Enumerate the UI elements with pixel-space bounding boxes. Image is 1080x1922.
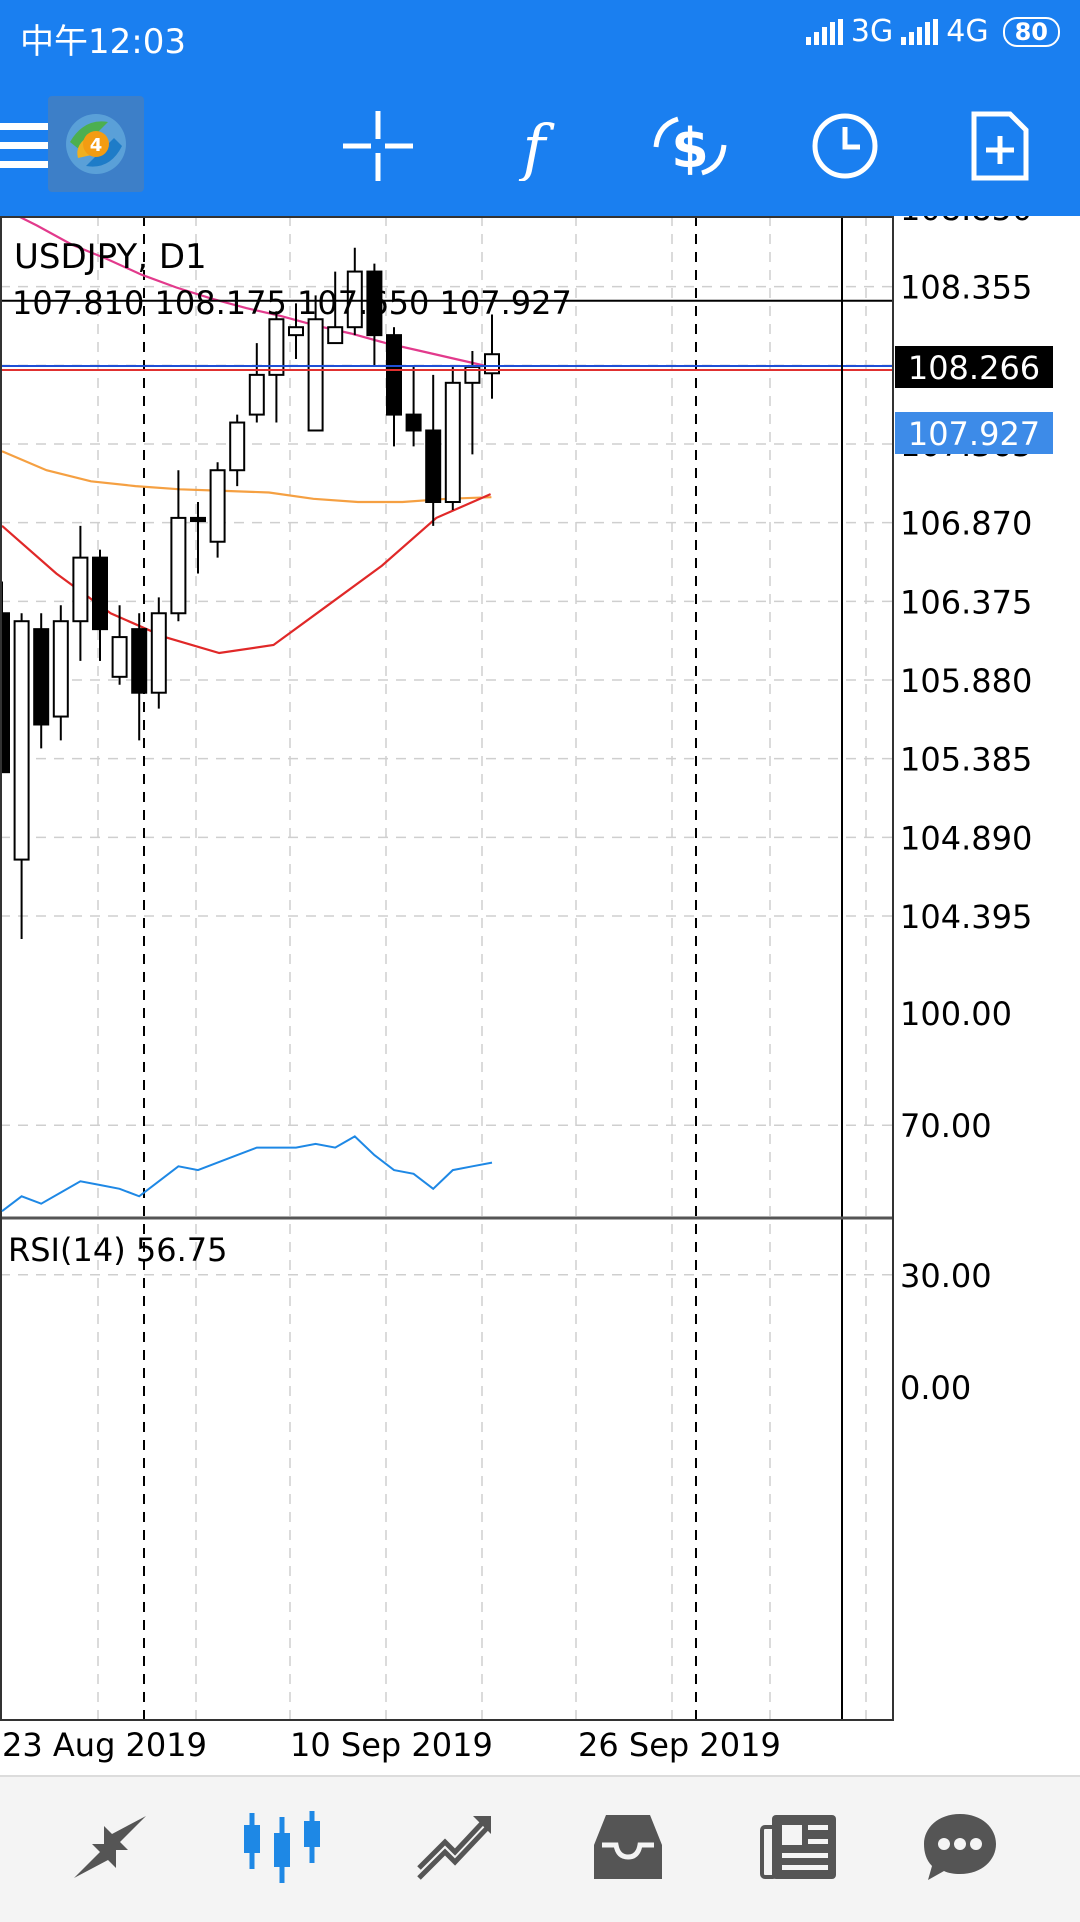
rsi-line: [1, 1135, 493, 1212]
price-tick-label: 106.375: [900, 583, 1032, 621]
candle-up: [307, 318, 324, 432]
bid-price-badge: [895, 412, 1053, 454]
date-label: 26 Sep 2019: [578, 1726, 781, 1764]
price-tick-label: 108.850: [900, 216, 1032, 228]
rsi-tick-label: 100.00: [900, 995, 1012, 1033]
candle-up: [346, 270, 363, 329]
price-tick-label: 105.385: [900, 741, 1032, 779]
candle-up: [288, 326, 304, 337]
rsi-label: RSI(14) 56.75: [8, 1231, 227, 1269]
candle-up: [268, 318, 285, 376]
svg-text:f: f: [519, 111, 556, 181]
price-tick-label: 108.355: [900, 269, 1032, 307]
crosshair-price-badge: [895, 346, 1053, 388]
candle-up: [170, 516, 187, 615]
chart-grid: [0, 216, 893, 1721]
crosshair-price: 108.266: [908, 349, 1040, 387]
trade-icon[interactable]: $: [640, 96, 740, 196]
price-axis: 108.850108.355107.860107.365106.870106.3…: [900, 216, 1032, 936]
candle-up: [150, 612, 167, 694]
toolbar: 4 f $: [0, 76, 1080, 216]
crosshair-icon[interactable]: [328, 96, 428, 196]
ma-pink-line: [15, 216, 491, 368]
candle-up: [52, 620, 69, 718]
rsi-tick-label: 0.00: [900, 1369, 971, 1407]
news-icon[interactable]: [745, 1797, 855, 1897]
svg-text:4: 4: [90, 135, 103, 156]
messages-icon[interactable]: [905, 1797, 1015, 1897]
candle-up: [209, 469, 226, 543]
candle-down: [190, 516, 206, 523]
date-label: 10 Sep 2019: [290, 1726, 493, 1764]
svg-text:$: $: [671, 117, 709, 180]
candle-up: [248, 373, 265, 416]
ohlc-label: 107.810 108.175 107.650 107.927: [12, 284, 572, 322]
status-bar: 中午12:03 3G 4G 80: [0, 0, 1080, 76]
candle-up: [484, 353, 500, 375]
candle-down: [425, 429, 442, 504]
function-icon[interactable]: f: [484, 96, 584, 196]
rsi-tick-label: 70.00: [900, 1107, 992, 1145]
ma-orange-line: [1, 450, 492, 504]
price-tick-label: 104.395: [900, 898, 1032, 936]
date-axis: 23 Aug 2019 10 Sep 2019 26 Sep 2019: [2, 1726, 781, 1764]
price-tick-label: 104.890: [900, 819, 1032, 857]
clock-icon[interactable]: [795, 96, 895, 196]
battery-icon: 80: [1002, 16, 1060, 47]
candle-up: [111, 636, 128, 678]
bid-price: 107.927: [908, 415, 1040, 453]
candle-down: [386, 334, 402, 416]
symbol-label: USDJPY, D1: [14, 237, 207, 277]
quotes-icon[interactable]: [55, 1797, 165, 1897]
candle-down: [33, 628, 50, 726]
new-document-icon[interactable]: [950, 96, 1050, 196]
signal-icon: [901, 18, 939, 45]
candle-up: [13, 620, 30, 861]
candle-up: [229, 421, 246, 472]
history-icon[interactable]: [573, 1797, 683, 1897]
candle-down: [366, 270, 383, 337]
candle-down: [131, 628, 148, 694]
network-4g-label: 4G: [946, 14, 989, 49]
trade-nav-icon[interactable]: [400, 1797, 510, 1897]
rsi-tick-label: 30.00: [900, 1257, 992, 1295]
candles: [0, 247, 500, 940]
candle-up: [72, 556, 89, 623]
status-icons: 3G 4G 80: [805, 14, 1060, 49]
candle-up: [444, 381, 461, 504]
candle-up: [327, 326, 344, 345]
network-3g-label: 3G: [850, 14, 894, 49]
bottom-nav: [0, 1775, 1080, 1922]
rsi-axis: 100.00 70.00 30.00 0.00: [900, 995, 1012, 1407]
menu-icon[interactable]: [0, 96, 70, 196]
chart-icon[interactable]: [227, 1797, 337, 1897]
price-tick-label: 105.880: [900, 662, 1032, 700]
status-time: 中午12:03: [20, 22, 186, 62]
candle-down: [92, 556, 108, 631]
candle-down: [405, 413, 422, 432]
signal-icon: [805, 18, 843, 45]
date-label: 23 Aug 2019: [2, 1726, 207, 1764]
price-chart[interactable]: USDJPY, D1 107.810 108.175 107.650 107.9…: [0, 216, 1080, 1776]
price-tick-label: 106.870: [900, 505, 1032, 543]
app-logo-icon[interactable]: 4: [48, 96, 144, 192]
